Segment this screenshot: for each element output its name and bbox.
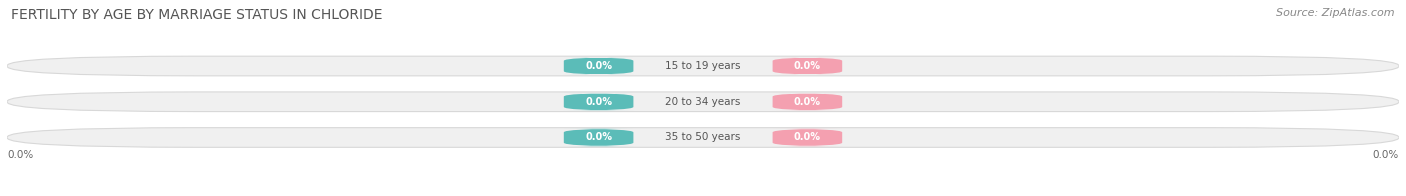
FancyBboxPatch shape [564,57,633,75]
FancyBboxPatch shape [7,92,1399,112]
FancyBboxPatch shape [7,128,1399,147]
FancyBboxPatch shape [773,129,842,146]
FancyBboxPatch shape [564,129,633,146]
Text: Source: ZipAtlas.com: Source: ZipAtlas.com [1277,8,1395,18]
Text: 0.0%: 0.0% [794,97,821,107]
Text: 35 to 50 years: 35 to 50 years [665,132,741,142]
FancyBboxPatch shape [564,93,633,111]
Text: 0.0%: 0.0% [585,97,612,107]
FancyBboxPatch shape [773,57,842,75]
Text: 0.0%: 0.0% [1372,150,1399,160]
Text: 0.0%: 0.0% [794,132,821,142]
Text: 15 to 19 years: 15 to 19 years [665,61,741,71]
Text: 20 to 34 years: 20 to 34 years [665,97,741,107]
Text: FERTILITY BY AGE BY MARRIAGE STATUS IN CHLORIDE: FERTILITY BY AGE BY MARRIAGE STATUS IN C… [11,8,382,22]
Text: 0.0%: 0.0% [585,61,612,71]
FancyBboxPatch shape [7,56,1399,76]
FancyBboxPatch shape [773,93,842,111]
Text: 0.0%: 0.0% [7,150,34,160]
Text: 0.0%: 0.0% [585,132,612,142]
Text: 0.0%: 0.0% [794,61,821,71]
